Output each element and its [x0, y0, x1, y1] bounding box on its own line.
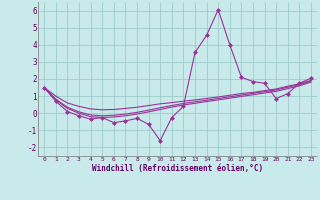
X-axis label: Windchill (Refroidissement éolien,°C): Windchill (Refroidissement éolien,°C): [92, 164, 263, 173]
